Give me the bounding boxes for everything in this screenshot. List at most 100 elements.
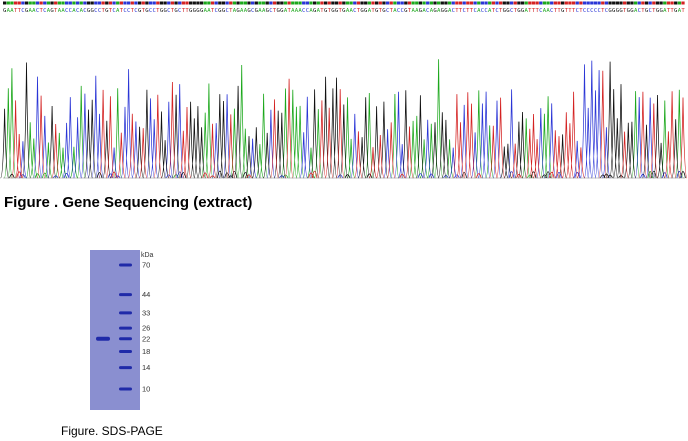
quality-bar: [298, 1, 302, 5]
quality-bar: [349, 1, 353, 5]
quality-bar: [626, 1, 630, 5]
quality-bar: [323, 1, 328, 5]
quality-bar: [509, 1, 514, 5]
quality-bar: [677, 1, 681, 5]
quality-bar: [648, 1, 652, 5]
quality-bar: [236, 1, 240, 5]
quality-bar: [156, 1, 160, 5]
quality-bar: [506, 1, 510, 5]
quality-bar: [637, 1, 641, 5]
quality-bar: [119, 1, 123, 5]
quality-bar: [422, 1, 426, 5]
quality-bar: [582, 1, 587, 5]
quality-bar: [258, 1, 262, 5]
quality-bar: [79, 1, 83, 5]
quality-bar: [418, 1, 423, 5]
quality-bar: [28, 1, 32, 5]
quality-bar: [455, 1, 459, 5]
quality-bar: [101, 1, 105, 5]
quality-bar: [3, 1, 7, 5]
quality-bar: [491, 1, 495, 5]
marker-label: 14: [142, 363, 150, 372]
quality-bar: [127, 1, 131, 5]
quality-bar: [210, 1, 215, 5]
gel-lane-area: [90, 250, 140, 410]
quality-bar: [568, 1, 572, 5]
quality-bar: [152, 1, 156, 5]
quality-bar: [251, 1, 255, 5]
quality-bar: [539, 1, 543, 5]
quality-bar: [542, 1, 547, 5]
quality-bar: [495, 1, 499, 5]
quality-bar: [557, 1, 561, 5]
quality-bar: [499, 1, 503, 5]
quality-bar: [94, 1, 98, 5]
quality-bar: [43, 1, 47, 5]
quality-bar: [619, 1, 623, 5]
quality-bar: [105, 1, 109, 5]
quality-bar: [269, 1, 273, 5]
quality-bar: [502, 1, 506, 5]
quality-bar: [225, 1, 229, 5]
quality-bar: [546, 1, 550, 5]
trace-T: [11, 70, 688, 179]
sequencing-chromatogram: GAATTCGAACTCAGTAACCACACGGCCTGTCATCCTCGTG…: [0, 1, 688, 179]
quality-bar: [440, 1, 444, 5]
quality-bar: [488, 1, 492, 5]
quality-bar: [641, 1, 645, 5]
marker-label: 70: [142, 261, 150, 270]
quality-bar: [342, 1, 346, 5]
quality-bar: [575, 1, 579, 5]
quality-bar: [524, 1, 528, 5]
quality-bar: [396, 1, 401, 5]
quality-bar: [167, 1, 171, 5]
gel-unit-label: kDa: [141, 252, 154, 259]
quality-bar: [170, 1, 175, 5]
quality-bar: [360, 1, 364, 5]
quality-bar: [561, 1, 565, 5]
quality-bar: [382, 1, 386, 5]
quality-bar: [148, 1, 153, 5]
figure-caption-sds-page: Figure. SDS-PAGE: [61, 424, 163, 438]
quality-bar: [466, 1, 470, 5]
quality-bar: [90, 1, 94, 5]
quality-bar: [345, 1, 350, 5]
quality-bar: [601, 1, 605, 5]
quality-bar: [189, 1, 193, 5]
quality-bar: [630, 1, 634, 5]
quality-bar: [320, 1, 324, 5]
chromatogram-traces: [0, 59, 688, 179]
quality-bar: [385, 1, 390, 5]
quality-bar: [137, 1, 142, 5]
marker-band: [119, 311, 132, 315]
quality-bar: [294, 1, 299, 5]
quality-bar: [331, 1, 335, 5]
quality-bar: [659, 1, 663, 5]
quality-bar: [254, 1, 258, 5]
quality-bar: [462, 1, 466, 5]
marker-band: [119, 366, 132, 370]
quality-bar: [615, 1, 619, 5]
quality-bar: [261, 1, 266, 5]
quality-bar: [469, 1, 474, 5]
quality-bar: [72, 1, 76, 5]
quality-bar: [112, 1, 116, 5]
quality-bar: [272, 1, 277, 5]
quality-bar: [593, 1, 598, 5]
quality-bar: [407, 1, 412, 5]
quality-bar: [141, 1, 145, 5]
quality-bar: [309, 1, 313, 5]
base-call-row: GAATTCGAACTCAGTAACCACACGGCCTGTCATCCTCGTG…: [3, 1, 685, 14]
quality-bar: [17, 1, 21, 5]
quality-bar: [178, 1, 182, 5]
quality-bar: [520, 1, 525, 5]
quality-bar: [203, 1, 207, 5]
quality-bar: [338, 1, 342, 5]
marker-band: [119, 337, 132, 341]
quality-bar: [564, 1, 568, 5]
quality-bar: [579, 1, 583, 5]
quality-bar: [623, 1, 627, 5]
quality-bar: [83, 1, 87, 5]
quality-bar: [378, 1, 382, 5]
quality-bar: [663, 1, 667, 5]
